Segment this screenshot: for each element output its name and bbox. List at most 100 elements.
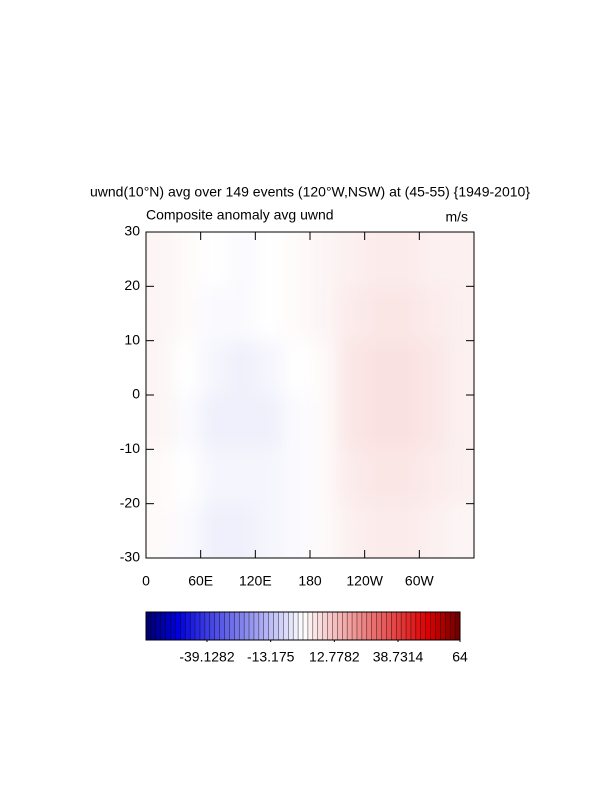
field-cell — [173, 286, 201, 341]
field-cell — [419, 286, 447, 341]
y-tick-label: 0 — [132, 386, 140, 402]
field-cell — [146, 286, 174, 341]
colorbar-swatch — [239, 612, 245, 640]
field-cell — [337, 449, 365, 504]
field-cell — [337, 395, 365, 450]
x-tick-label: 60E — [188, 573, 213, 589]
field-cell — [255, 503, 283, 558]
field-cell — [255, 286, 283, 341]
colorbar-swatch — [155, 612, 162, 640]
colorbar-swatch — [298, 612, 304, 640]
colorbar-swatch — [332, 612, 338, 640]
colorbar-swatch — [420, 612, 426, 640]
y-tick-label: -20 — [120, 494, 140, 510]
colorbar-swatch — [317, 612, 323, 640]
colorbar-swatch — [224, 612, 230, 640]
field-cell — [310, 395, 338, 450]
colorbar-swatch — [435, 612, 441, 640]
colorbar-swatch — [268, 612, 274, 640]
field-cell — [446, 395, 474, 450]
colorbar-swatch — [293, 612, 299, 640]
field-cell — [228, 340, 256, 395]
field-cell — [364, 232, 392, 287]
colorbar-swatch — [396, 612, 402, 640]
subtitle-left: Composite anomaly avg uwnd — [146, 207, 334, 223]
field-cell — [173, 395, 201, 450]
colorbar-swatch — [219, 612, 225, 640]
field-cell — [255, 232, 283, 287]
colorbar-swatch — [160, 612, 166, 640]
field-cells — [146, 232, 474, 558]
field-cell — [310, 503, 338, 558]
colorbar-swatch — [376, 612, 382, 640]
colorbar-swatch — [327, 612, 333, 640]
colorbar-swatch — [361, 612, 368, 640]
colorbar-swatch — [425, 612, 431, 640]
colorbar-swatch — [307, 612, 314, 640]
colorbar-swatch — [401, 612, 407, 640]
colorbar-swatch — [244, 612, 250, 640]
colorbar-swatch — [366, 612, 372, 640]
field-cell — [173, 232, 201, 287]
colorbar-swatch — [249, 612, 255, 640]
colorbar-swatch — [312, 612, 319, 640]
field-cell — [392, 340, 420, 395]
colorbar-frame — [145, 611, 461, 641]
colorbar-swatch — [406, 612, 412, 640]
field-cell — [392, 395, 420, 450]
colorbar-swatch — [150, 612, 157, 640]
field-cell — [146, 503, 174, 558]
field-cell — [419, 340, 447, 395]
field-cell — [392, 286, 420, 341]
colorbar-label: -13.175 — [247, 649, 295, 665]
colorbar-label: 64 — [452, 649, 468, 665]
colorbar-swatch — [229, 612, 235, 640]
field-cell — [446, 232, 474, 287]
colorbar-swatch — [278, 612, 284, 640]
field-cell — [392, 449, 420, 504]
colorbar-label: -39.1282 — [179, 649, 234, 665]
colorbar-swatch — [381, 612, 387, 640]
field-cell — [173, 340, 201, 395]
colorbar-swatch — [180, 612, 186, 640]
field-cell — [310, 286, 338, 341]
colorbar-swatch — [356, 612, 363, 640]
colorbar-swatch — [347, 612, 353, 640]
field-cell — [146, 395, 174, 450]
field-cell — [364, 503, 392, 558]
field-cell — [419, 232, 447, 287]
colorbar-swatch — [214, 612, 220, 640]
field-cell — [446, 340, 474, 395]
field-cell — [446, 449, 474, 504]
colorbar-swatch — [445, 612, 451, 640]
field-cell — [146, 449, 174, 504]
field-cell — [200, 395, 228, 450]
field-cell — [282, 449, 310, 504]
field-cell — [255, 395, 283, 450]
field-cell — [419, 395, 447, 450]
colorbar-swatch — [303, 612, 309, 640]
field-cell — [446, 503, 474, 558]
colorbar-swatch — [352, 612, 358, 640]
field-cell — [337, 340, 365, 395]
field-cell — [282, 340, 310, 395]
colorbar-swatch — [342, 612, 348, 640]
field-cell — [228, 286, 256, 341]
colorbar-swatch — [430, 612, 436, 640]
field-cell — [200, 340, 228, 395]
field-cell — [200, 286, 228, 341]
x-tick-label: 120W — [346, 573, 383, 589]
colorbar-swatch — [455, 612, 461, 640]
colorbar-swatch — [258, 612, 265, 640]
field-cell — [255, 340, 283, 395]
field-cell — [146, 340, 174, 395]
colorbar-swatch — [170, 612, 176, 640]
field-cell — [419, 449, 447, 504]
y-tick-label: 20 — [124, 277, 140, 293]
units: m/s — [445, 209, 468, 225]
x-tick-label: 60W — [405, 573, 435, 589]
colorbar-swatch — [199, 612, 206, 640]
field-cell — [146, 232, 174, 287]
colorbar-swatch — [190, 612, 196, 640]
